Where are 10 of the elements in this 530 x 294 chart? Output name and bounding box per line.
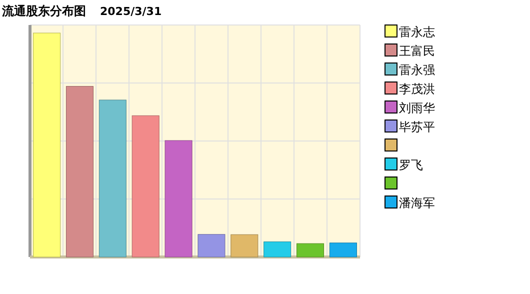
legend-label: 李茂洪 [399, 82, 435, 96]
legend-label: 刘雨华 [399, 101, 435, 115]
legend-label: 雷永强 [399, 63, 435, 77]
legend-label: 雷永志 [399, 25, 435, 39]
legend-label: 王富民 [399, 44, 435, 58]
chart-subtitle: 2025/3/31 [100, 5, 162, 18]
legend-label: 毕苏平 [399, 120, 435, 134]
legend-label: 潘海军 [399, 196, 435, 210]
legend-label: 罗飞 [399, 158, 423, 172]
chart-title: 流通股东分布图 [1, 4, 86, 18]
